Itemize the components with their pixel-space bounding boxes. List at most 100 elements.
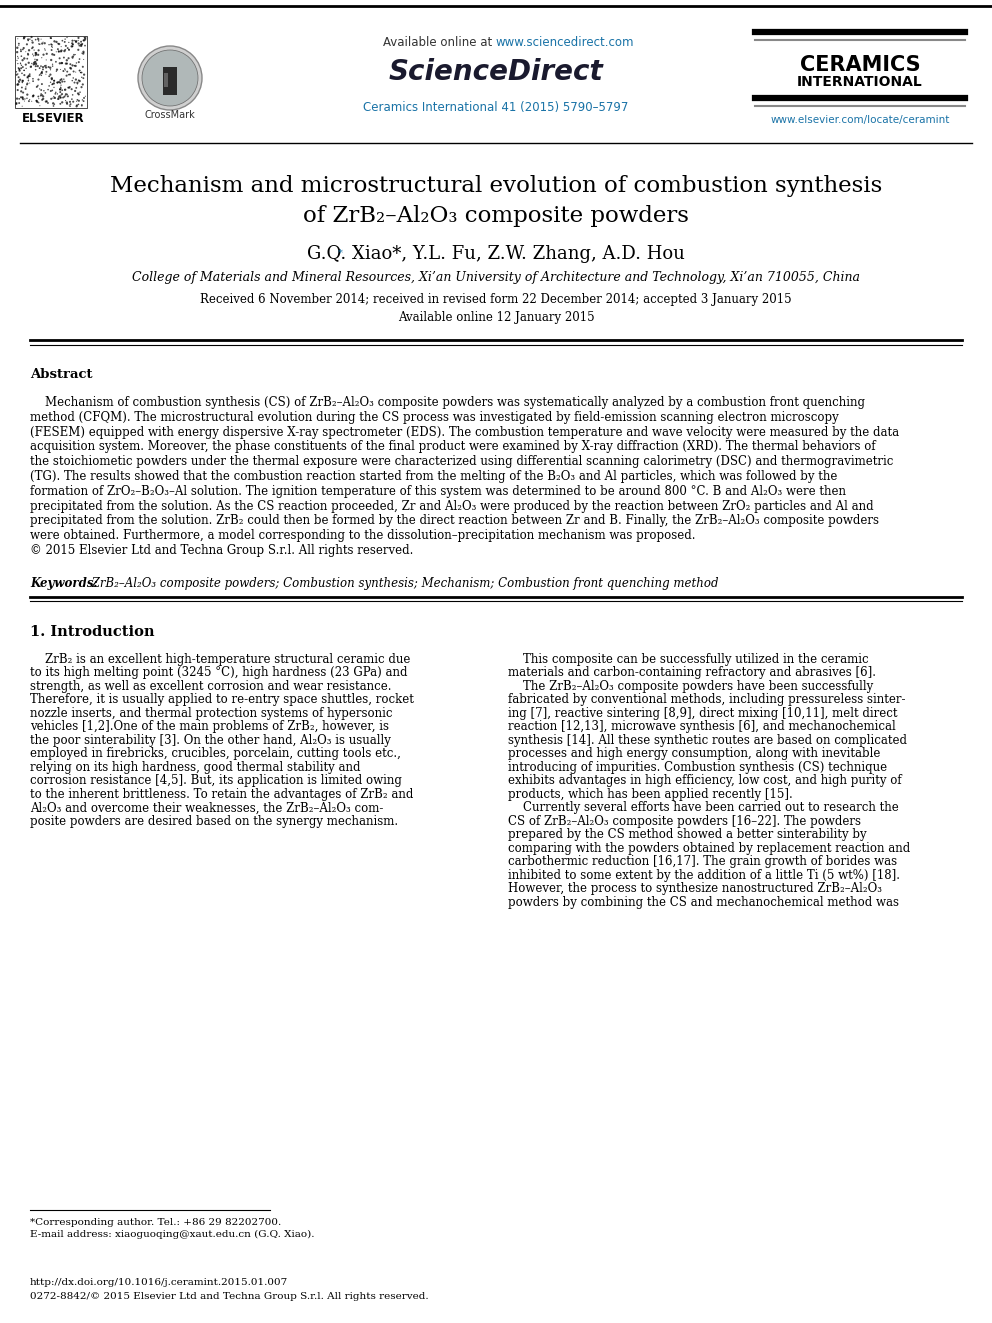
- Point: [60, 61, 75, 82]
- Text: posite powders are desired based on the synergy mechanism.: posite powders are desired based on the …: [30, 815, 398, 828]
- Point: [8, 61, 24, 82]
- Point: [9, 94, 25, 115]
- Point: [13, 87, 29, 108]
- Point: [47, 70, 62, 91]
- Point: [68, 32, 84, 53]
- Point: [73, 36, 89, 57]
- Point: [66, 30, 82, 52]
- Point: [44, 89, 60, 110]
- Point: [34, 79, 50, 101]
- Point: [33, 64, 49, 85]
- Point: [76, 26, 92, 48]
- Point: [53, 87, 68, 108]
- Point: [55, 83, 70, 105]
- Point: [74, 74, 90, 95]
- Point: [46, 93, 62, 114]
- Point: [20, 44, 36, 65]
- Point: [65, 67, 81, 89]
- Point: [50, 38, 65, 60]
- Point: [57, 86, 72, 107]
- Point: [63, 78, 79, 99]
- Point: [18, 54, 34, 75]
- Point: [22, 29, 38, 50]
- Point: [74, 33, 90, 54]
- Text: This composite can be successfully utilized in the ceramic: This composite can be successfully utili…: [508, 652, 869, 665]
- Point: [32, 95, 48, 116]
- Point: [66, 56, 82, 77]
- Text: to the inherent brittleness. To retain the advantages of ZrB₂ and: to the inherent brittleness. To retain t…: [30, 787, 414, 800]
- Point: [11, 89, 27, 110]
- Point: [16, 60, 32, 81]
- Point: [30, 91, 46, 112]
- Point: [29, 77, 45, 98]
- Point: [27, 53, 43, 74]
- Point: [76, 64, 92, 85]
- Point: [70, 52, 86, 73]
- Point: [35, 85, 51, 106]
- Point: [73, 34, 89, 56]
- Point: [23, 56, 39, 77]
- Point: [26, 40, 42, 61]
- Text: comparing with the powders obtained by replacement reaction and: comparing with the powders obtained by r…: [508, 841, 911, 855]
- Point: [53, 85, 68, 106]
- Point: [30, 56, 46, 77]
- Point: [15, 70, 31, 91]
- Point: [32, 33, 48, 54]
- Point: [31, 29, 47, 50]
- Point: [70, 83, 86, 105]
- Point: [63, 58, 79, 79]
- Point: [68, 91, 84, 112]
- Point: [64, 36, 80, 57]
- Point: [74, 42, 90, 64]
- Point: [64, 36, 80, 57]
- Point: [69, 73, 85, 94]
- Point: [62, 95, 78, 116]
- Point: [47, 86, 62, 107]
- Point: [73, 62, 89, 83]
- Point: [61, 32, 76, 53]
- Text: CrossMark: CrossMark: [145, 110, 195, 120]
- Point: [53, 87, 68, 108]
- Text: Al₂O₃ and overcome their weaknesses, the ZrB₂–Al₂O₃ com-: Al₂O₃ and overcome their weaknesses, the…: [30, 802, 383, 814]
- Text: relying on its high hardness, good thermal stability and: relying on its high hardness, good therm…: [30, 761, 360, 774]
- Point: [33, 56, 49, 77]
- Point: [33, 29, 49, 50]
- Point: [29, 90, 45, 111]
- Text: Available online at: Available online at: [383, 36, 496, 49]
- Point: [24, 30, 40, 52]
- Point: [15, 57, 31, 78]
- Bar: [163, 67, 177, 95]
- Point: [52, 53, 67, 74]
- Point: [28, 60, 44, 81]
- Point: [64, 48, 80, 69]
- Text: 0272-8842/© 2015 Elsevier Ltd and Techna Group S.r.l. All rights reserved.: 0272-8842/© 2015 Elsevier Ltd and Techna…: [30, 1293, 429, 1301]
- Point: [61, 48, 76, 69]
- Point: [44, 67, 60, 89]
- Circle shape: [138, 46, 202, 110]
- Point: [64, 70, 80, 91]
- Point: [10, 53, 26, 74]
- Point: [55, 53, 70, 74]
- Point: [50, 71, 65, 93]
- Text: method (CFQM). The microstructural evolution during the CS process was investiga: method (CFQM). The microstructural evolu…: [30, 411, 839, 423]
- Point: [21, 65, 37, 86]
- Point: [21, 70, 37, 91]
- Point: [60, 53, 75, 74]
- Point: [62, 77, 77, 98]
- Point: [60, 86, 75, 107]
- Point: [11, 58, 27, 79]
- Point: [62, 94, 77, 115]
- Point: [28, 45, 44, 66]
- Point: [22, 89, 38, 110]
- Point: [43, 81, 59, 102]
- Point: [57, 41, 72, 62]
- Point: [53, 79, 68, 101]
- Point: [30, 74, 46, 95]
- Point: [51, 33, 66, 54]
- Point: [38, 54, 54, 75]
- Point: [11, 71, 27, 93]
- Point: [11, 70, 27, 91]
- Point: [34, 62, 50, 83]
- Point: [38, 91, 54, 112]
- Point: [59, 65, 74, 86]
